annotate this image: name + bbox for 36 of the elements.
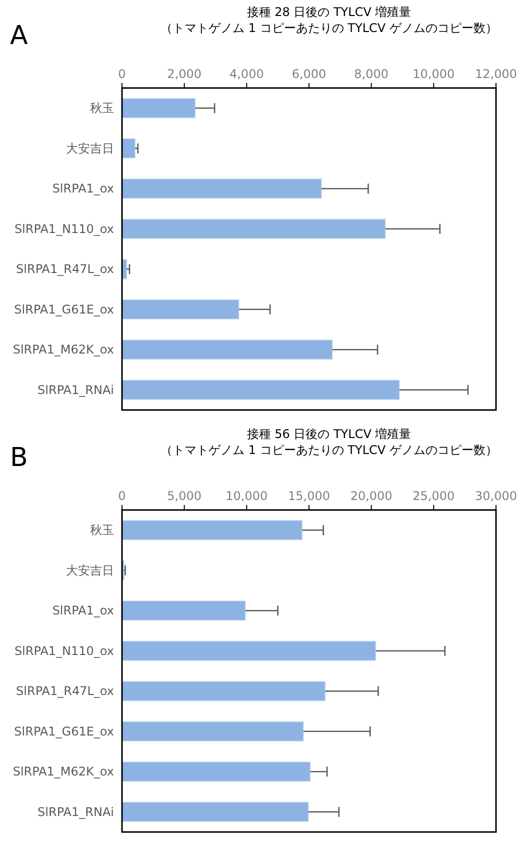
x-tick-label: 5,000 — [167, 489, 202, 503]
chart-title: 接種 56 日後の TYLCV 増殖量 — [246, 427, 412, 441]
y-tick-label: SlRPA1_R47L_ox — [16, 262, 114, 276]
chart-subtitle: （トマトゲノム 1 コピーあたりの TYLCV ゲノムのコピー数） — [160, 21, 498, 35]
y-tick-label: SlRPA1_G61E_ox — [14, 302, 114, 316]
x-tick-label: 4,000 — [229, 67, 264, 81]
text: B — [10, 443, 28, 473]
chart-title: 接種 28 日後の TYLCV 増殖量 — [246, 5, 412, 19]
chart-subtitle: （トマトゲノム 1 コピーあたりの TYLCV ゲノムのコピー数） — [160, 443, 498, 457]
y-tick-label: 大安吉日 — [66, 563, 114, 578]
x-tick-label: 6,000 — [292, 67, 326, 81]
x-tick-label: 20,000 — [350, 489, 392, 503]
x-tick-label: 0 — [118, 489, 126, 503]
x-tick-label: 30,000 — [475, 489, 517, 503]
y-tick-label: SlRPA1_N110_ox — [14, 222, 114, 236]
y-tick-label: SlRPA1_G61E_ox — [14, 724, 114, 738]
y-tick-label: SlRPA1_RNAi — [38, 804, 114, 819]
y-tick-label: SlRPA1_N110_ox — [14, 644, 114, 658]
y-tick-label: SlRPA1_M62K_ox — [12, 764, 114, 779]
x-tick-label: 12,000 — [475, 67, 517, 81]
y-tick-label: SlRPA1_RNAi — [38, 382, 114, 397]
x-tick-label: 10,000 — [412, 67, 455, 81]
x-tick-label: 15,000 — [288, 489, 330, 503]
text: A — [10, 21, 28, 51]
x-tick-label: 2,000 — [167, 67, 202, 81]
x-tick-label: 10,000 — [226, 489, 268, 503]
x-tick-label: 0 — [118, 67, 126, 81]
x-tick-label: 25,000 — [412, 489, 455, 503]
y-tick-label: 大安吉日 — [66, 141, 114, 156]
y-tick-label: SlRPA1_M62K_ox — [12, 342, 114, 357]
y-tick-label: 秋玉 — [90, 523, 114, 538]
y-tick-label: SlRPA1_ox — [52, 604, 114, 618]
x-tick-label: 8,000 — [354, 67, 389, 81]
y-tick-label: 秋玉 — [90, 101, 114, 116]
y-tick-label: SlRPA1_ox — [52, 182, 114, 196]
y-tick-label: SlRPA1_R47L_ox — [16, 684, 114, 698]
